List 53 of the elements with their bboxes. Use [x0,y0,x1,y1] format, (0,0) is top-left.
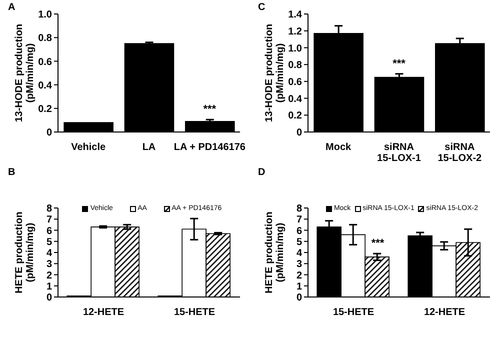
y-tick-label: 0 [46,292,52,304]
y-tick-label: 3 [46,259,52,270]
y-tick-label: 1 [296,281,302,292]
y-tick-label: 0.2 [38,104,52,115]
annotation: *** [371,238,385,250]
y-tick-label: 5 [296,236,302,248]
y-tick-label: 0.8 [288,60,302,72]
x-tick-label: 12-HETE [82,307,124,318]
annotation: *** [392,58,406,70]
y-tick-label: 7 [296,214,302,226]
y-tick-label: 1.0 [288,43,302,54]
y-tick-label: 7 [46,214,52,226]
y-tick-label: 4 [46,248,52,260]
x-tick-label: LA [142,142,156,153]
y-tick-label: 0.4 [288,94,302,105]
y-axis-title: 13-HODE production (pM/min/mg) [264,24,286,122]
y-tick-label: 6 [46,226,52,237]
y-tick-label: 2 [296,270,302,282]
x-tick-label: 15-HETE [332,307,374,318]
x-tick-label: siRNA 15-LOX-1 [377,142,422,164]
chart-title: C [258,2,266,13]
y-tick-label: 6 [296,226,302,237]
x-tick-label: 15-HETE [174,307,216,318]
y-tick-label: 8 [46,204,52,215]
y-tick-label: 0 [46,128,52,139]
y-tick-label: 0.4 [38,80,52,92]
y-tick-label: 3 [296,259,302,270]
y-tick-label: 2 [46,270,52,282]
chart-title: D [258,167,266,178]
y-tick-label: 0.6 [288,76,302,88]
y-tick-label: 5 [46,236,52,248]
y-tick-label: 4 [296,248,302,260]
y-tick-label: 0.8 [38,33,52,44]
x-tick-label: 12-HETE [424,307,466,318]
y-tick-label: 1 [46,281,52,292]
chart-title: B [8,167,16,178]
x-tick-label: siRNA 15-LOX-2 [438,142,482,164]
chart-title: A [8,2,16,13]
y-tick-label: 8 [296,204,302,215]
y-tick-label: 1.2 [288,26,302,38]
annotation: *** [203,104,217,116]
y-tick-label: 0 [296,128,302,139]
y-tick-label: 0 [296,292,302,304]
y-axis-title: HETE production (pM/min/mg) [264,212,286,294]
y-tick-label: 1.4 [288,10,302,21]
y-tick-label: 0.6 [38,56,52,68]
y-axis-title: HETE production (pM/min/mg) [14,212,36,294]
x-tick-label: Mock [326,142,352,153]
x-tick-label: LA + PD146176 [174,142,246,153]
x-tick-label: Vehicle [71,142,106,153]
y-tick-label: 1.0 [38,10,52,21]
y-axis-title: 13-HODE production (pM/min/mg) [14,24,36,122]
y-tick-label: 0.2 [288,110,302,122]
